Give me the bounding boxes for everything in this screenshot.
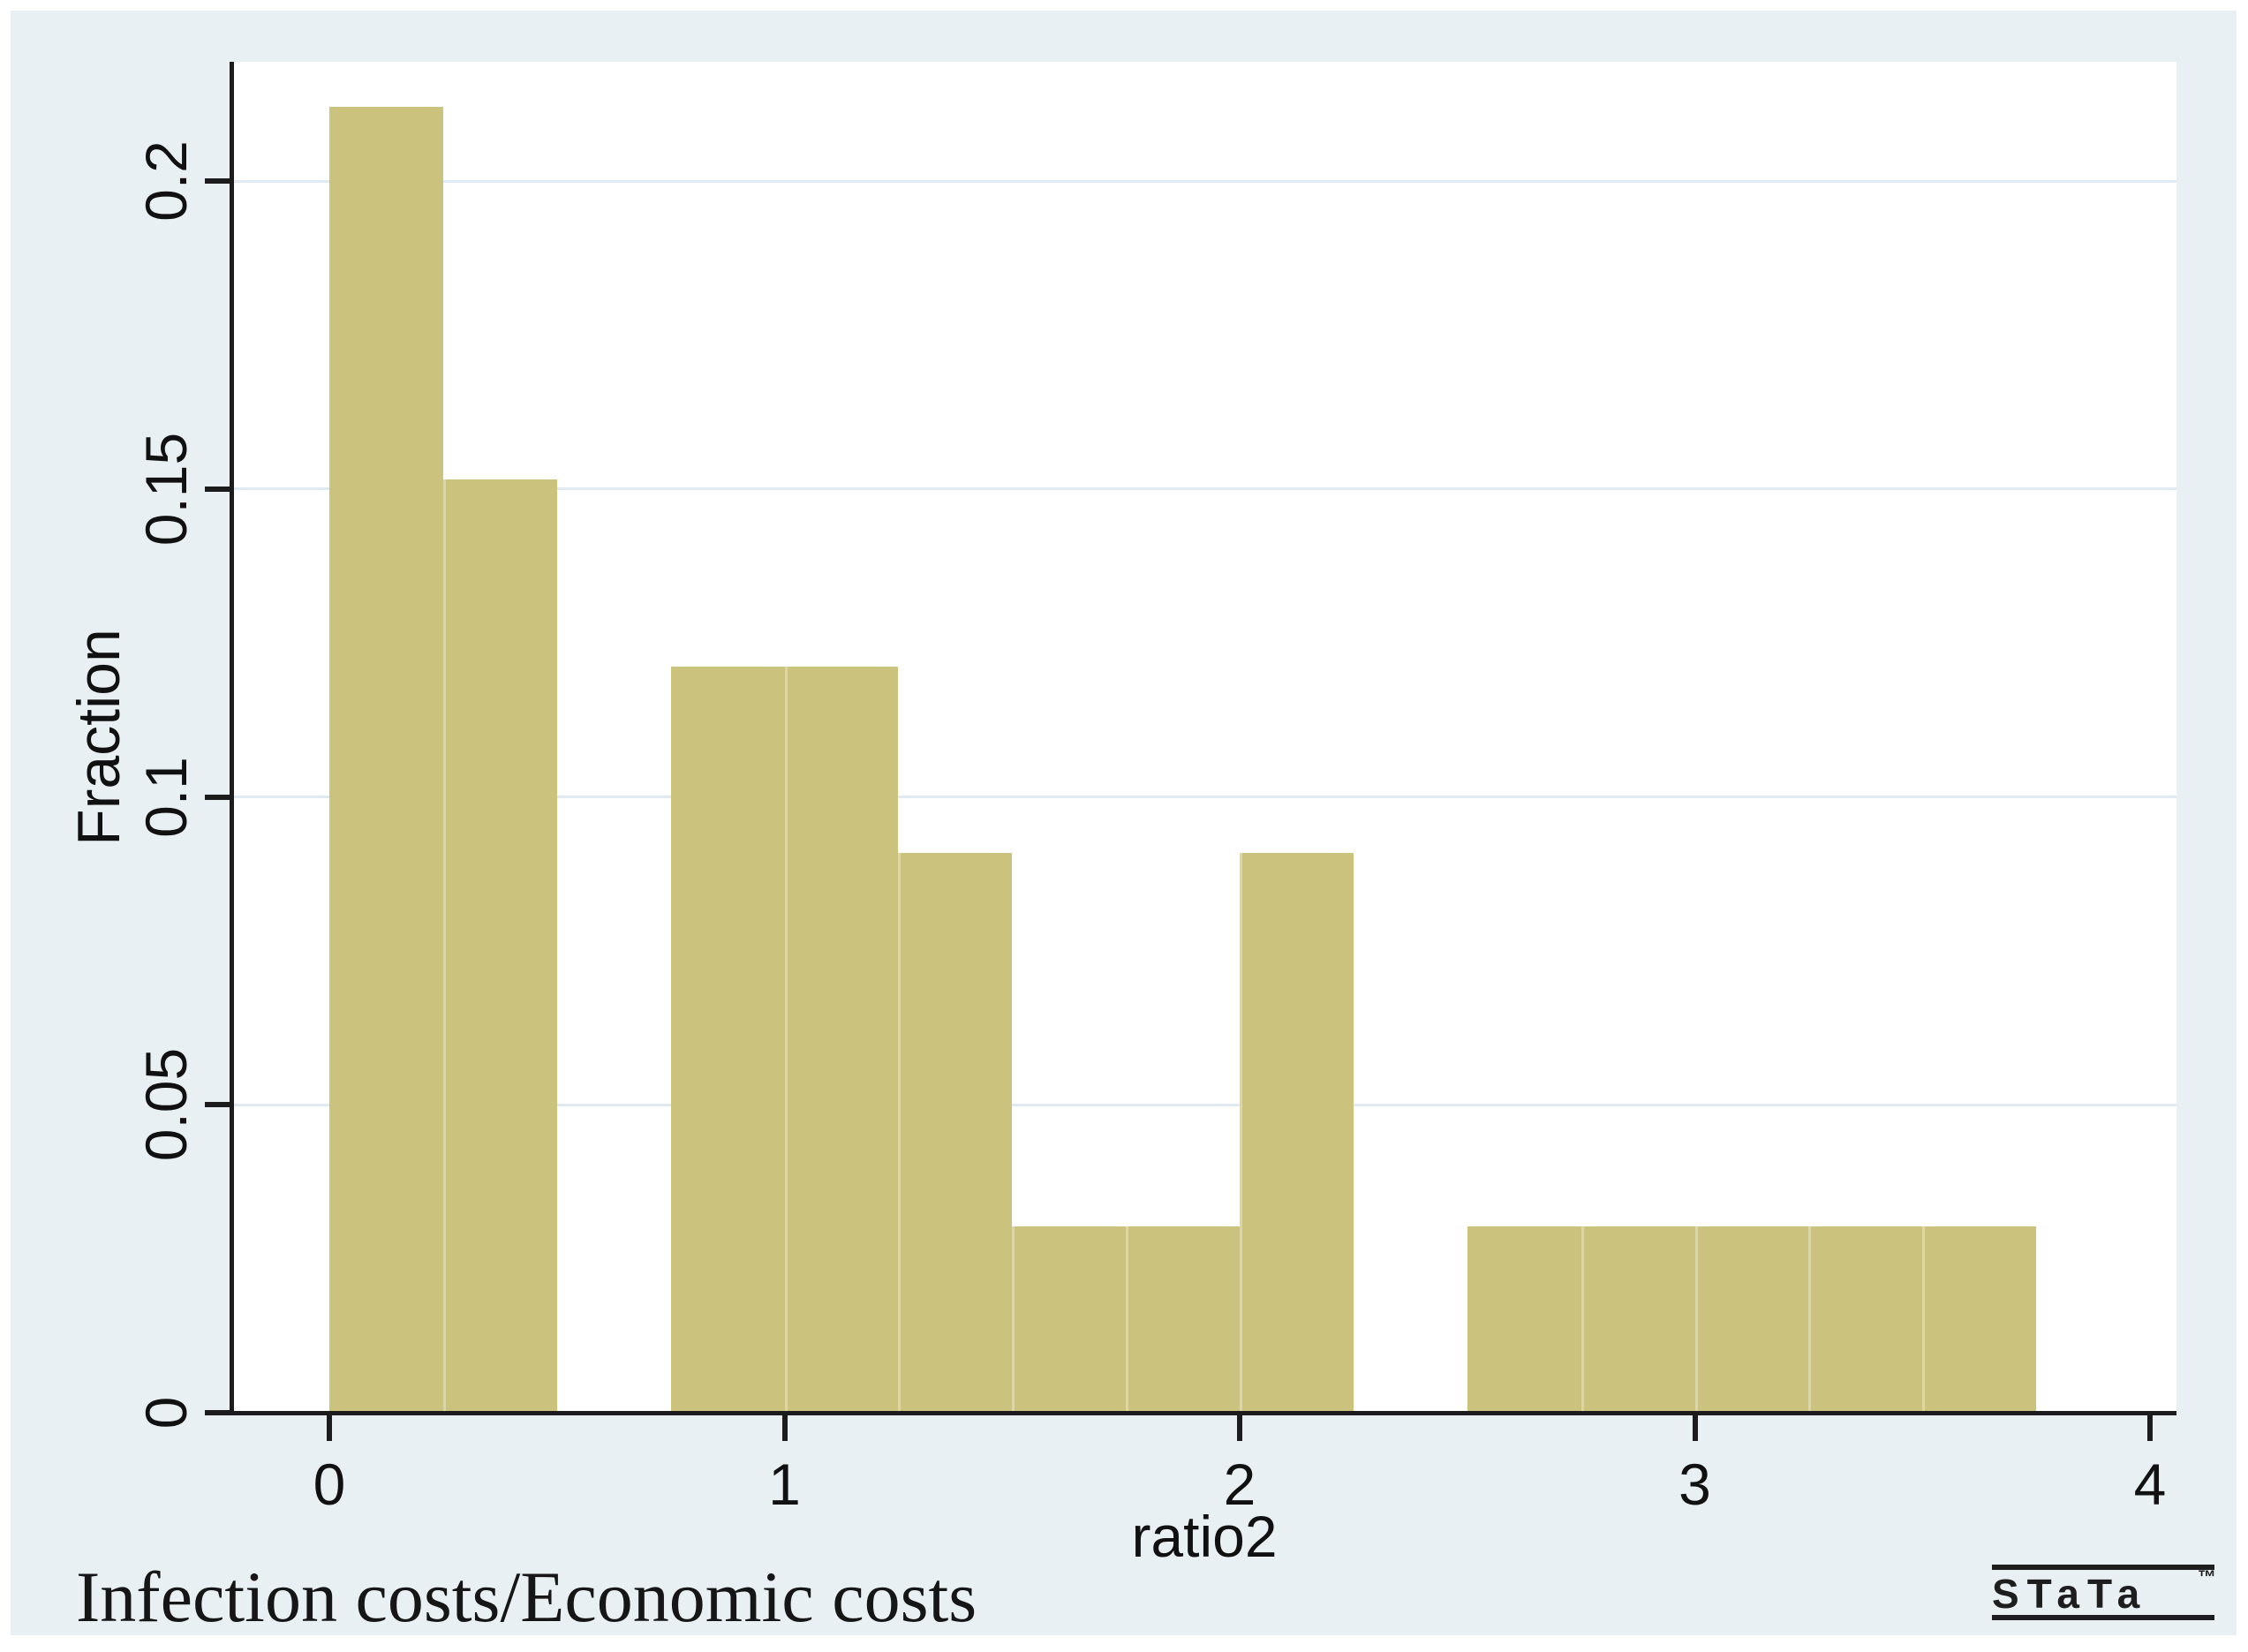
y-tick bbox=[205, 1410, 230, 1415]
grid-line bbox=[232, 179, 2176, 183]
grid-line bbox=[232, 487, 2176, 491]
x-tick bbox=[327, 1415, 332, 1441]
y-tick-label: 0.05 bbox=[133, 1048, 199, 1162]
histogram-bar bbox=[1694, 1226, 1809, 1413]
histogram-bar bbox=[1808, 1226, 1923, 1413]
plot-area bbox=[232, 62, 2176, 1413]
grid-line bbox=[232, 796, 2176, 798]
y-tick-label: 0 bbox=[133, 1396, 199, 1429]
y-axis-line bbox=[230, 62, 234, 1415]
stata-logo: STaTa ™ bbox=[1992, 1565, 2216, 1620]
y-tick bbox=[205, 1102, 230, 1108]
stata-logo-wordmark: STaTa bbox=[1992, 1571, 2148, 1617]
histogram-bar bbox=[670, 666, 785, 1413]
x-axis-title: ratio2 bbox=[1131, 1504, 1278, 1569]
y-tick-label: 0.2 bbox=[133, 140, 199, 222]
histogram-bar bbox=[898, 852, 1013, 1413]
y-tick bbox=[205, 178, 230, 184]
y-tick bbox=[205, 794, 230, 800]
y-axis-title: Fraction bbox=[65, 629, 132, 846]
stata-logo-text: STaTa ™ bbox=[1992, 1568, 2216, 1620]
histogram-bar bbox=[1240, 852, 1354, 1413]
histogram-bar bbox=[1580, 1226, 1695, 1413]
y-tick-label: 0.1 bbox=[133, 756, 199, 838]
histogram-bar bbox=[1126, 1226, 1240, 1413]
x-tick-label: 4 bbox=[2133, 1452, 2167, 1517]
x-tick bbox=[781, 1415, 788, 1441]
x-tick bbox=[1692, 1415, 1698, 1441]
x-tick bbox=[1237, 1415, 1242, 1441]
grid-line bbox=[232, 1103, 2176, 1106]
histogram-bar bbox=[784, 666, 899, 1413]
x-tick bbox=[2147, 1415, 2153, 1441]
trademark-symbol: ™ bbox=[2198, 1567, 2216, 1588]
x-axis-line bbox=[230, 1411, 2176, 1415]
x-tick-label: 1 bbox=[768, 1452, 801, 1517]
histogram-bar bbox=[329, 106, 443, 1413]
x-tick-label: 3 bbox=[1678, 1452, 1711, 1517]
x-tick-label: 2 bbox=[1223, 1452, 1256, 1517]
y-tick-label: 0.15 bbox=[133, 432, 199, 546]
histogram-bar bbox=[1922, 1226, 2037, 1413]
x-tick-label: 0 bbox=[313, 1452, 346, 1517]
chart-caption: Infection costs/Economic costs bbox=[76, 1557, 977, 1637]
histogram-bar bbox=[1467, 1226, 1581, 1413]
histogram-bar bbox=[442, 479, 557, 1413]
y-tick bbox=[205, 486, 230, 492]
histogram-bar bbox=[1012, 1226, 1127, 1413]
